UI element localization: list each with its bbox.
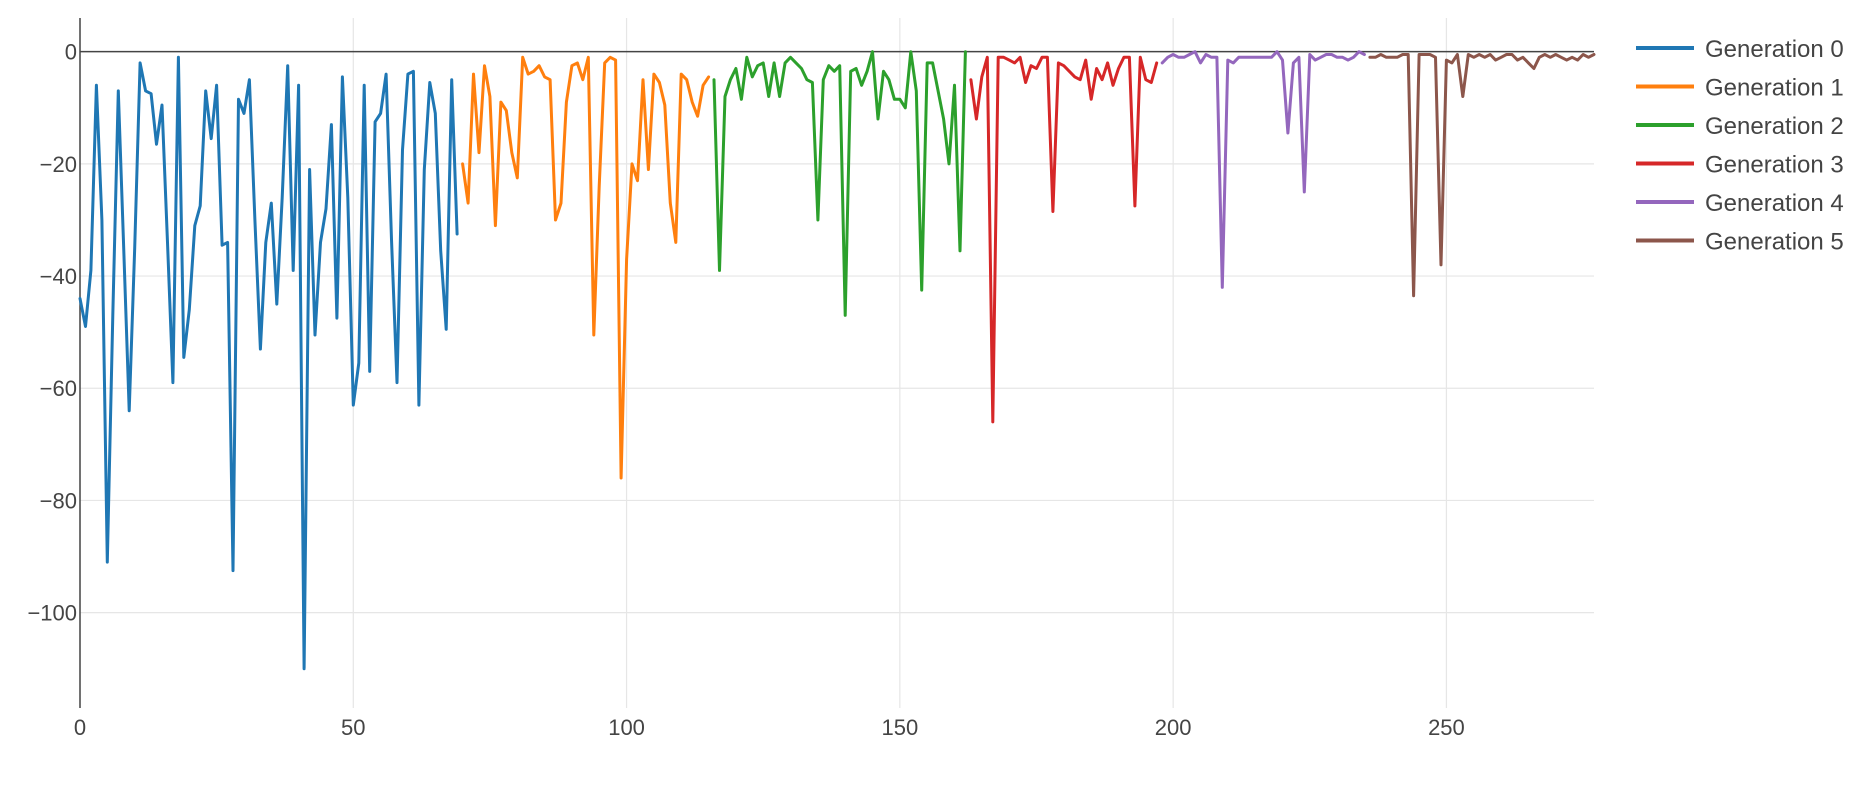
- y-tick-label: −20: [40, 152, 77, 177]
- y-tick-label: −80: [40, 488, 77, 513]
- legend-item-generation-0[interactable]: Generation 0: [1636, 36, 1844, 63]
- legend-item-generation-2[interactable]: Generation 2: [1636, 113, 1844, 140]
- legend-label: Generation 0: [1705, 36, 1844, 63]
- series-line-generation-0: [78, 55, 459, 671]
- y-tick-label: −40: [40, 264, 77, 289]
- axis-layer: 0 50 100 150 200 250 0 −20 −40 −60 −80 −100: [27, 18, 1594, 740]
- legend-label: Generation 3: [1705, 152, 1844, 179]
- x-tick-label: 50: [341, 715, 365, 740]
- series-line-generation-2: [712, 50, 967, 317]
- series-layer: [78, 50, 1596, 671]
- series-line-generation-3: [969, 55, 1159, 424]
- x-tick-label: 150: [881, 715, 918, 740]
- legend-label: Generation 4: [1705, 190, 1844, 217]
- legend-item-generation-4[interactable]: Generation 4: [1636, 190, 1844, 217]
- y-tick-label: −100: [27, 601, 77, 626]
- series-line-generation-4: [1160, 50, 1366, 289]
- y-tick-label: 0: [65, 40, 77, 65]
- legend-item-generation-3[interactable]: Generation 3: [1636, 152, 1844, 179]
- x-tick-label: 250: [1428, 715, 1465, 740]
- legend-item-generation-1[interactable]: Generation 1: [1636, 75, 1844, 102]
- x-tick-label: 200: [1155, 715, 1192, 740]
- legend-label: Generation 1: [1705, 75, 1844, 102]
- series-line-generation-5: [1368, 53, 1596, 298]
- y-tick-label: −60: [40, 376, 77, 401]
- legend-label: Generation 5: [1705, 229, 1844, 256]
- x-tick-label: 100: [608, 715, 645, 740]
- series-line-generation-1: [461, 55, 711, 480]
- legend[interactable]: Generation 0 Generation 1 Generation 2 Gene…: [1636, 36, 1844, 256]
- legend-item-generation-5[interactable]: Generation 5: [1636, 229, 1844, 256]
- legend-label: Generation 2: [1705, 113, 1844, 140]
- x-tick-label: 0: [74, 715, 86, 740]
